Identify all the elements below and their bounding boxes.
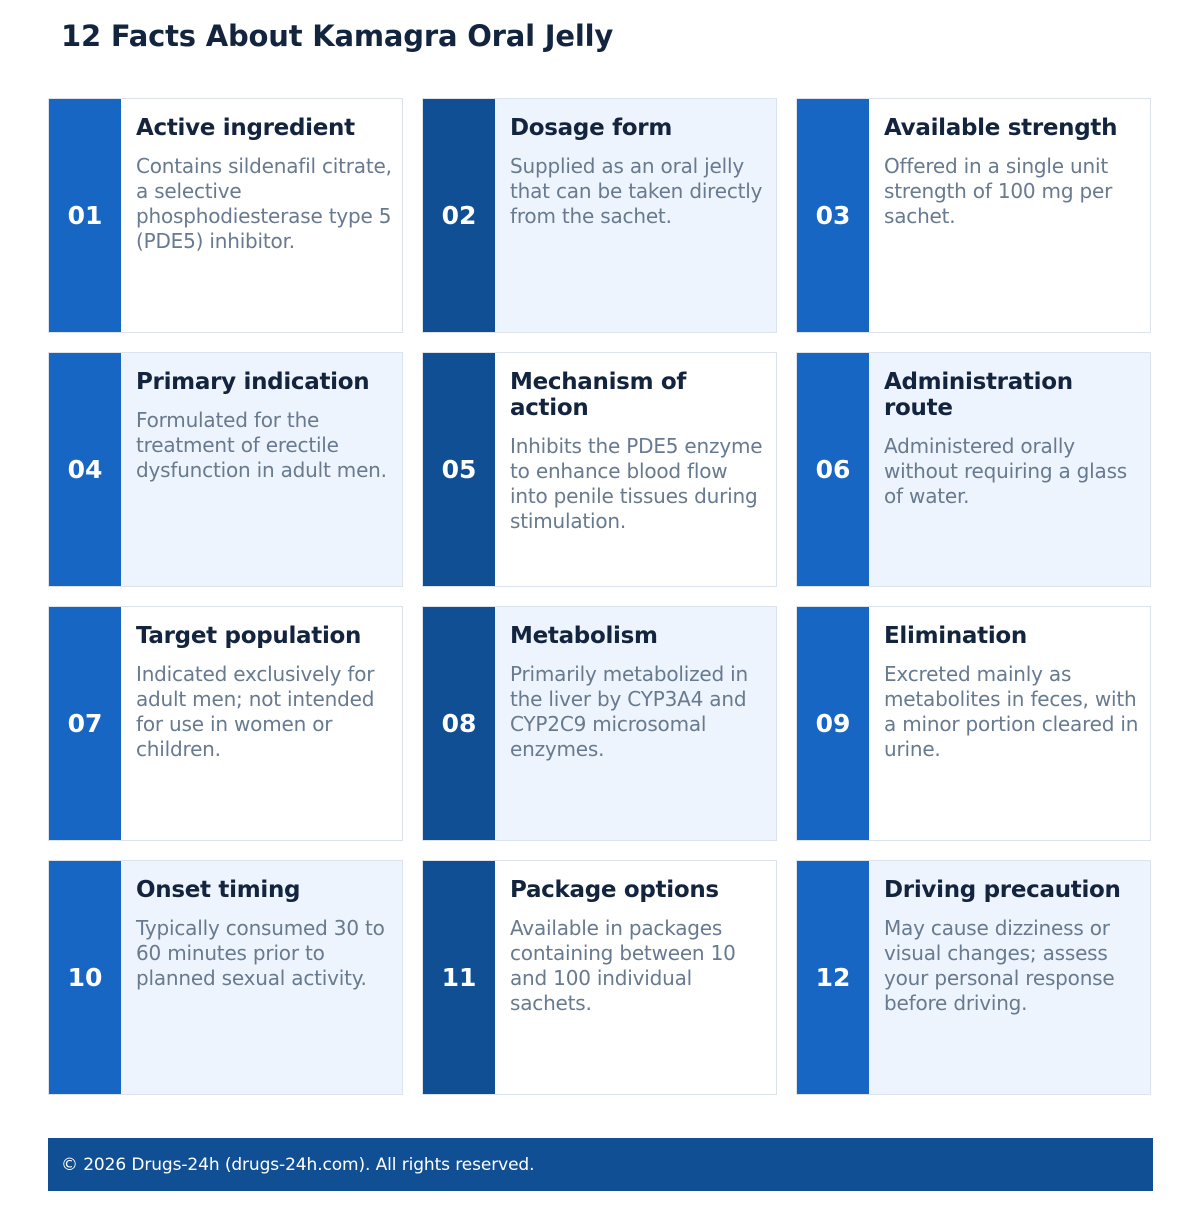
fact-text: Offered in a single unit strength of 100… (884, 154, 1113, 228)
fact-number: 04 (49, 353, 121, 586)
fact-text: Inhibits the PDE5 enzyme to enhance bloo… (510, 434, 763, 533)
fact-text: Administered orally without requiring a … (884, 434, 1128, 508)
fact-number: 12 (797, 861, 869, 1094)
fact-body: Active ingredient Contains sildenafil ci… (121, 99, 402, 332)
fact-title: Driving precaution (884, 877, 1121, 903)
fact-body: Dosage form Supplied as an oral jelly th… (495, 99, 776, 332)
fact-card: 01 Active ingredient Contains sildenafil… (48, 98, 403, 333)
fact-card: 08 Metabolism Primarily metabolized in t… (422, 606, 777, 841)
fact-body: Target population Indicated exclusively … (121, 607, 402, 840)
fact-text: May cause dizziness or visual changes; a… (884, 916, 1115, 1015)
fact-number: 10 (49, 861, 121, 1094)
fact-card: 02 Dosage form Supplied as an oral jelly… (422, 98, 777, 333)
fact-card: 05 Mechanism of action Inhibits the PDE5… (422, 352, 777, 587)
fact-body: Mechanism of action Inhibits the PDE5 en… (495, 353, 776, 586)
fact-number: 05 (423, 353, 495, 586)
fact-body: Administration route Administered orally… (869, 353, 1150, 586)
fact-text: Contains sildenafil citrate, a selective… (136, 154, 392, 253)
fact-number: 06 (797, 353, 869, 586)
fact-card: 10 Onset timing Typically consumed 30 to… (48, 860, 403, 1095)
fact-card: 06 Administration route Administered ora… (796, 352, 1151, 587)
fact-body: Package options Available in packages co… (495, 861, 776, 1094)
fact-text: Primarily metabolized in the liver by CY… (510, 662, 748, 761)
fact-text: Available in packages containing between… (510, 916, 736, 1015)
fact-card: 04 Primary indication Formulated for the… (48, 352, 403, 587)
fact-body: Driving precaution May cause dizziness o… (869, 861, 1150, 1094)
fact-body: Onset timing Typically consumed 30 to 60… (121, 861, 402, 1094)
fact-number: 02 (423, 99, 495, 332)
fact-title: Elimination (884, 623, 1027, 649)
fact-card: 11 Package options Available in packages… (422, 860, 777, 1095)
fact-body: Elimination Excreted mainly as metabolit… (869, 607, 1150, 840)
fact-number: 07 (49, 607, 121, 840)
fact-card: 03 Available strength Offered in a singl… (796, 98, 1151, 333)
fact-title: Metabolism (510, 623, 658, 649)
fact-title: Target population (136, 623, 362, 649)
fact-card: 07 Target population Indicated exclusive… (48, 606, 403, 841)
fact-body: Available strength Offered in a single u… (869, 99, 1150, 332)
fact-card: 09 Elimination Excreted mainly as metabo… (796, 606, 1151, 841)
fact-text: Typically consumed 30 to 60 minutes prio… (136, 916, 385, 990)
fact-title: Active ingredient (136, 115, 355, 141)
fact-number: 09 (797, 607, 869, 840)
fact-title: Available strength (884, 115, 1118, 141)
fact-text: Indicated exclusively for adult men; not… (136, 662, 375, 761)
copyright-text: © 2026 Drugs-24h (drugs-24h.com). All ri… (61, 1154, 535, 1175)
fact-body: Metabolism Primarily metabolized in the … (495, 607, 776, 840)
footer-bar: © 2026 Drugs-24h (drugs-24h.com). All ri… (48, 1138, 1153, 1191)
fact-number: 01 (49, 99, 121, 332)
fact-title: Onset timing (136, 877, 301, 903)
fact-title: Mechanism of action (510, 369, 687, 421)
page-title: 12 Facts About Kamagra Oral Jelly (61, 19, 614, 53)
fact-title: Dosage form (510, 115, 672, 141)
fact-body: Primary indication Formulated for the tr… (121, 353, 402, 586)
fact-text: Formulated for the treatment of erectile… (136, 408, 387, 482)
fact-number: 08 (423, 607, 495, 840)
fact-text: Supplied as an oral jelly that can be ta… (510, 154, 763, 228)
fact-title: Primary indication (136, 369, 370, 395)
fact-title: Package options (510, 877, 719, 903)
fact-number: 11 (423, 861, 495, 1094)
facts-grid: 01 Active ingredient Contains sildenafil… (48, 98, 1152, 1095)
fact-title: Administration route (884, 369, 1073, 421)
fact-text: Excreted mainly as metabolites in feces,… (884, 662, 1139, 761)
fact-number: 03 (797, 99, 869, 332)
fact-card: 12 Driving precaution May cause dizzines… (796, 860, 1151, 1095)
